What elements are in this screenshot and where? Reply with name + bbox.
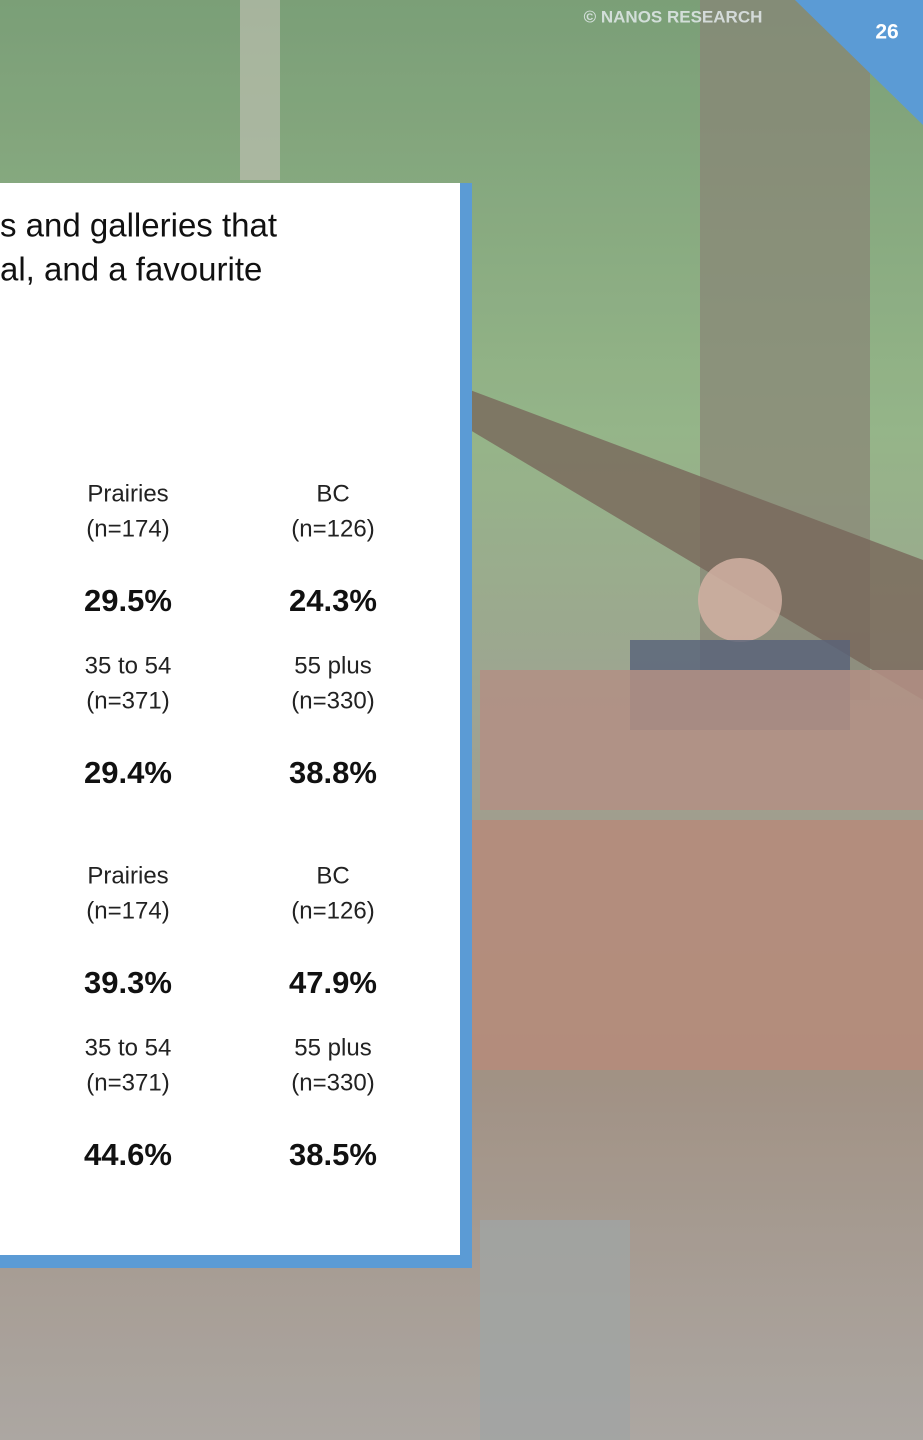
tree-trunk <box>240 0 280 180</box>
group-label: 55 plus <box>294 652 371 679</box>
sample-size: (n=371) <box>86 1069 169 1096</box>
piano-body <box>470 820 923 1070</box>
percentage: 38.5% <box>289 1137 377 1172</box>
group-label: 35 to 54 <box>85 1034 172 1061</box>
group-label: 55 plus <box>294 1034 371 1061</box>
copyright: © NANOS RESEARCH <box>584 7 763 26</box>
stone <box>480 1220 630 1440</box>
group-label: BC <box>316 480 349 507</box>
piano-lid <box>470 390 923 700</box>
sample-size: (n=330) <box>291 1069 374 1096</box>
sample-size: (n=174) <box>86 515 169 542</box>
group-label: BC <box>316 862 349 889</box>
sample-size: (n=126) <box>291 897 374 924</box>
pianist-head <box>698 558 782 642</box>
panel <box>0 183 460 1255</box>
group-label: Prairies <box>87 862 168 889</box>
question-line: al, and a favourite <box>0 251 262 288</box>
sample-size: (n=371) <box>86 687 169 714</box>
percentage: 29.4% <box>84 755 172 790</box>
page-number: 26 <box>875 21 898 44</box>
sample-size: (n=330) <box>291 687 374 714</box>
group-label: Prairies <box>87 480 168 507</box>
question-line: s and galleries that <box>0 207 277 244</box>
piano-top <box>480 670 923 810</box>
percentage: 29.5% <box>84 583 172 618</box>
percentage: 38.8% <box>289 755 377 790</box>
group-label: 35 to 54 <box>85 652 172 679</box>
sample-size: (n=174) <box>86 897 169 924</box>
percentage: 39.3% <box>84 965 172 1000</box>
sample-size: (n=126) <box>291 515 374 542</box>
percentage: 47.9% <box>289 965 377 1000</box>
corner-tab <box>795 0 923 125</box>
percentage: 24.3% <box>289 583 377 618</box>
percentage: 44.6% <box>84 1137 172 1172</box>
